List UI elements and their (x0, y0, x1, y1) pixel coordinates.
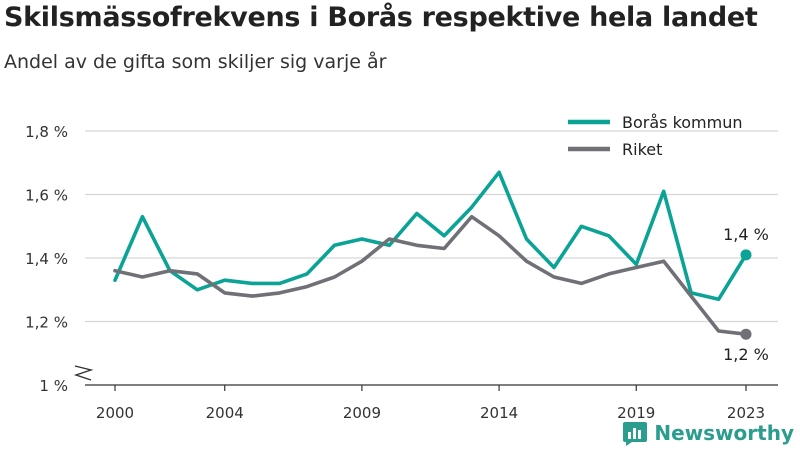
axis-break-icon (73, 365, 94, 381)
series-line-boras (113, 170, 748, 302)
series-line-riket (113, 214, 748, 337)
brand-logo: Newsworthy (622, 420, 794, 446)
y-tick-label: 1,8 % (25, 123, 68, 141)
data-labels: 1,4 % 1,2 % (723, 225, 769, 364)
series-end-marker (740, 328, 752, 340)
brand-name: Newsworthy (654, 421, 794, 445)
x-tick-label: 2023 (727, 404, 765, 422)
y-tick-label: 1 % (39, 377, 68, 395)
x-tick-label: 2009 (343, 404, 381, 422)
y-tick-label: 1,6 % (25, 187, 68, 205)
x-tick-label: 2004 (206, 404, 244, 422)
end-value-label: 1,4 % (723, 225, 769, 244)
x-tick-label: 2014 (480, 404, 518, 422)
x-tick-label: 2000 (96, 404, 134, 422)
chart-title: Skilsmässofrekvens i Borås respektive he… (4, 2, 758, 33)
series-lines (113, 170, 752, 340)
newsworthy-logo-icon (623, 422, 648, 446)
legend-label: Riket (622, 140, 662, 159)
grid-lines (85, 130, 778, 323)
legend-label: Borås kommun (622, 113, 743, 132)
axes: 1 % 1,2 % 1,4 % 1,6 % 1,8 % 2000 2004 2009 2014 2… (25, 123, 778, 422)
legend: Borås kommun Riket (568, 113, 743, 159)
y-tick-label: 1,2 % (25, 314, 68, 332)
series-end-marker (740, 249, 752, 261)
chart-subtitle: Andel av de gifta som skiljer sig varje … (4, 51, 387, 73)
y-tick-label: 1,4 % (25, 250, 68, 268)
x-tick-label: 2019 (617, 404, 655, 422)
end-value-label: 1,2 % (723, 345, 769, 364)
